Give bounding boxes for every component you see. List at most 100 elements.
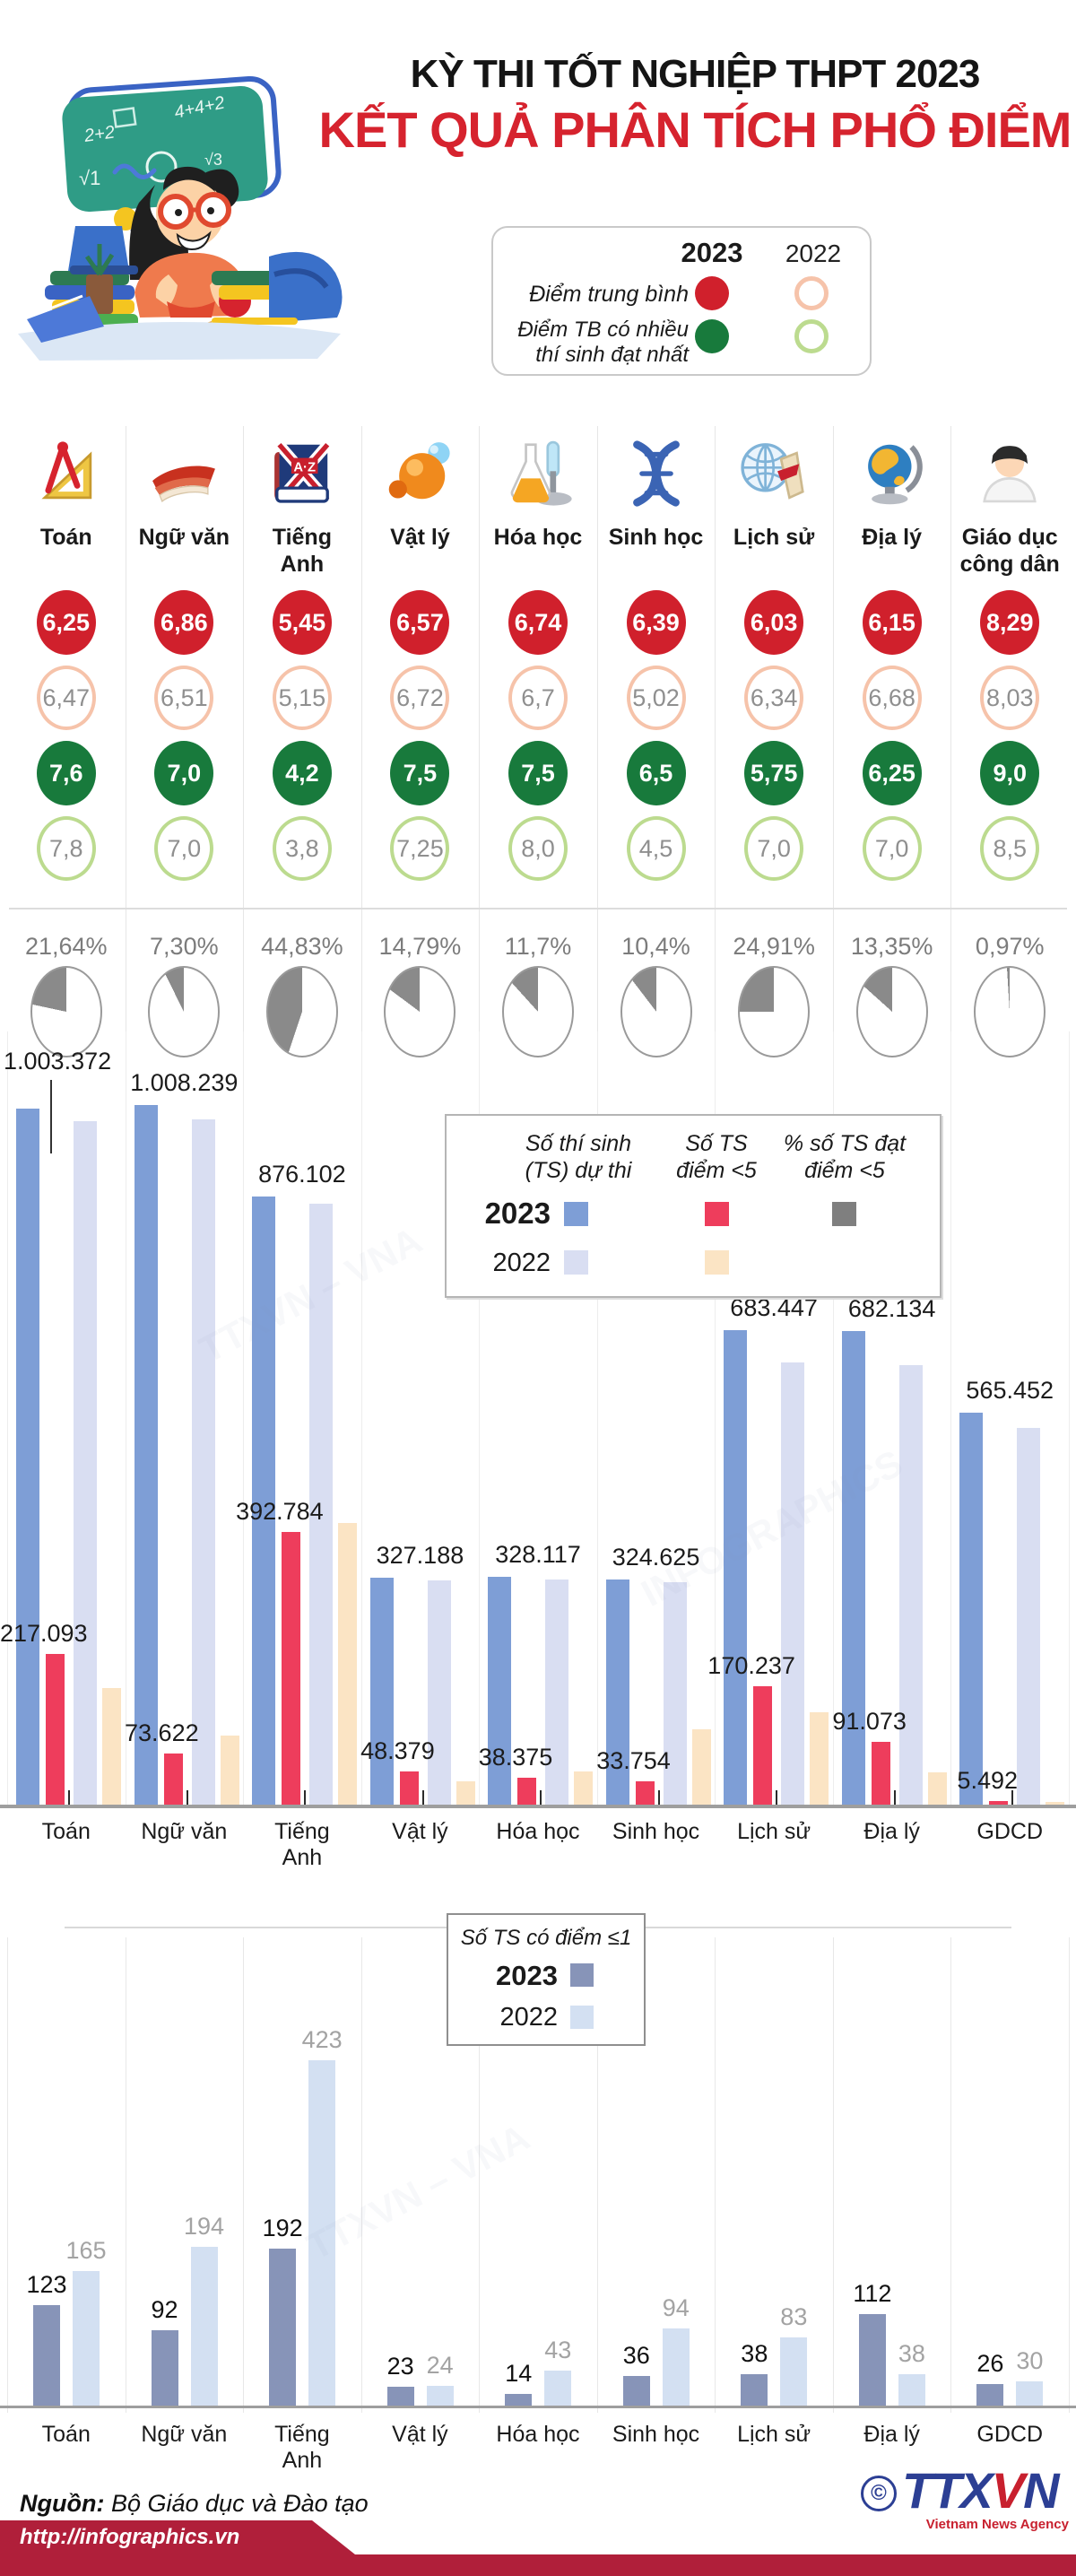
- mode-2023-ngu-van: 7,0: [154, 741, 214, 805]
- civic-icon: [950, 432, 1069, 515]
- value-le1-2022-hoa-hoc: 43: [544, 2337, 572, 2363]
- value-participants-2023-sinh-hoc: 324.625: [612, 1544, 700, 1571]
- mode-2023-hoa-hoc: 7,5: [508, 741, 568, 805]
- chart1-axis-tick: [893, 1790, 896, 1805]
- bar-below5-2023-lich-su: [753, 1686, 773, 1805]
- value-participants-2023-ngu-van: 1.008.239: [130, 1069, 239, 1096]
- chart2-xlabel-lich-su: Lịch sử: [737, 2422, 811, 2447]
- bar-participants-2023-lich-su: [724, 1330, 748, 1805]
- pct-below5-pie-ngu-van: [148, 966, 221, 1057]
- value-le1-2022-lich-su: 83: [780, 2303, 808, 2330]
- legend-year-2023: 2023: [681, 237, 743, 268]
- chart1-axis-tick: [68, 1790, 70, 1805]
- mode-2022-tieng-anh: 3,8: [272, 816, 332, 881]
- column-separator: [243, 426, 245, 1066]
- bar-participants-2022-dia-ly: [898, 1365, 923, 1805]
- value-participants-2023-tieng-anh: 876.102: [258, 1161, 346, 1188]
- chart1-gridline: [7, 1031, 8, 1805]
- bar-le1-2023-lich-su: [741, 2374, 768, 2406]
- mode-2022-giao-duc-cong-dan: 8,5: [980, 816, 1040, 881]
- mode-2022-hoa-hoc: 8,0: [508, 816, 568, 881]
- bar-below5-2022-lich-su: [810, 1712, 829, 1805]
- title-line-2: KẾT QUẢ PHÂN TÍCH PHỔ ĐIỂM: [318, 101, 1072, 158]
- value-participants-2023-hoa-hoc: 328.117: [495, 1541, 581, 1568]
- subject-name-dia-ly: Địa lý: [862, 525, 922, 550]
- value-participants-2023-lich-su: 683.447: [730, 1294, 818, 1321]
- bar-below5-2023-ngu-van: [163, 1754, 183, 1805]
- avg-2023-giao-duc-cong-dan: 8,29: [980, 590, 1040, 655]
- pct-below5-pie-sinh-hoc: [620, 966, 692, 1057]
- watermark: INFOGRAPHICS: [634, 1441, 909, 1614]
- bar-le1-2023-tieng-anh: [269, 2249, 297, 2406]
- chart2-xlabel-hoa-hoc: Hóa học: [496, 2422, 580, 2447]
- value-le1-2022-ngu-van: 194: [184, 2213, 225, 2240]
- bar-le1-2022-vat-ly: [426, 2386, 454, 2406]
- label-leader-line: [50, 1080, 52, 1153]
- column-separator: [950, 426, 952, 1066]
- bar-below5-2022-toan: [102, 1688, 121, 1805]
- footer-url: http://infographics.vn: [20, 2525, 240, 2549]
- avg-2023-hoa-hoc: 6,74: [508, 590, 568, 655]
- legend-dot-mode-2023: [695, 319, 729, 353]
- subject-name-sinh-hoc: Sinh học: [608, 525, 704, 550]
- bar-below5-2023-toan: [46, 1654, 65, 1805]
- value-below5-2023-toan: 217.093: [0, 1620, 88, 1647]
- bar-le1-2022-tieng-anh: [308, 2060, 336, 2406]
- bar-below5-2023-gdcd: [989, 1801, 1009, 1805]
- value-le1-2023-ngu-van: 92: [151, 2296, 178, 2323]
- value-below5-2023-tieng-anh: 392.784: [236, 1498, 324, 1525]
- chart1-swatch-participants-2023: [564, 1202, 588, 1226]
- bar-le1-2023-ngu-van: [151, 2330, 178, 2406]
- chart1-gridline: [596, 1031, 598, 1805]
- bar-below5-2022-tieng-anh: [338, 1523, 358, 1805]
- chart2-gridline: [243, 1937, 245, 2413]
- bar-participants-2023-ngu-van: [134, 1105, 158, 1805]
- bar-le1-2023-toan: [33, 2305, 60, 2406]
- pct-below5-label-toan: 21,64%: [24, 933, 108, 960]
- avg-2022-tieng-anh: 5,15: [272, 666, 332, 730]
- column-separator: [596, 426, 598, 1066]
- title-line-1: KỲ THI TỐT NGHIỆP THPT 2023: [410, 52, 981, 96]
- value-le1-2023-lich-su: 38: [741, 2340, 768, 2367]
- value-le1-2023-vat-ly: 23: [386, 2353, 414, 2380]
- legend-ring-mode-2022: [794, 319, 829, 353]
- mode-2023-tieng-anh: 4,2: [272, 741, 332, 805]
- bar-le1-2023-hoa-hoc: [505, 2394, 533, 2406]
- bar-participants-2022-vat-ly: [427, 1580, 451, 1805]
- value-below5-2023-ngu-van: 73.622: [125, 1719, 199, 1746]
- geography-icon: [833, 432, 951, 515]
- page-title: KỲ THI TỐT NGHIỆP THPT 2023 KẾT QUẢ PHÂN…: [314, 52, 1076, 159]
- bar-participants-2023-vat-ly: [369, 1578, 394, 1805]
- bar-le1-2022-lich-su: [780, 2337, 808, 2406]
- bar-below5-2022-ngu-van: [220, 1736, 239, 1805]
- bar-le1-2023-gdcd: [976, 2384, 1004, 2406]
- avg-2022-toan: 6,47: [36, 666, 96, 730]
- bar-participants-2022-sinh-hoc: [663, 1582, 687, 1805]
- mode-2022-sinh-hoc: 4,5: [626, 816, 686, 881]
- chart1-axis-tick: [1011, 1790, 1014, 1805]
- bar-below5-2022-hoa-hoc: [574, 1771, 594, 1805]
- math-icon: [7, 432, 126, 515]
- legend-year-2022: 2022: [785, 239, 842, 267]
- chart1-axis-tick: [540, 1790, 542, 1805]
- chart2-swatch-2023: [570, 1963, 594, 1987]
- bar-below5-2023-dia-ly: [871, 1742, 890, 1805]
- avg-2022-vat-ly: 6,72: [390, 666, 450, 730]
- column-separator: [479, 426, 481, 1066]
- chart1-gridline: [950, 1031, 952, 1805]
- pct-below5-label-tieng-anh: 44,83%: [261, 933, 343, 960]
- chart2-xlabel-ngu-van: Ngữ văn: [141, 2422, 228, 2447]
- pct-below5-label-vat-ly: 14,79%: [378, 933, 462, 960]
- value-le1-2022-gdcd: 30: [1016, 2347, 1044, 2374]
- value-below5-2023-hoa-hoc: 38.375: [478, 1744, 553, 1771]
- value-le1-2023-sinh-hoc: 36: [622, 2342, 650, 2369]
- chart1-axis-tick: [776, 1790, 778, 1805]
- chart1-xlabel-vat-ly: Vật lý: [392, 1819, 448, 1844]
- chart1-legend-box: Số thí sinh (TS) dự thi Số TS điểm <5 % …: [445, 1114, 941, 1298]
- mode-2023-sinh-hoc: 6,5: [626, 741, 686, 805]
- bar-le1-2022-sinh-hoc: [662, 2328, 690, 2406]
- bar-below5-2023-vat-ly: [399, 1771, 419, 1805]
- chart1-swatch-below5-2022: [705, 1250, 729, 1275]
- chart1-baseline: [0, 1805, 1076, 1808]
